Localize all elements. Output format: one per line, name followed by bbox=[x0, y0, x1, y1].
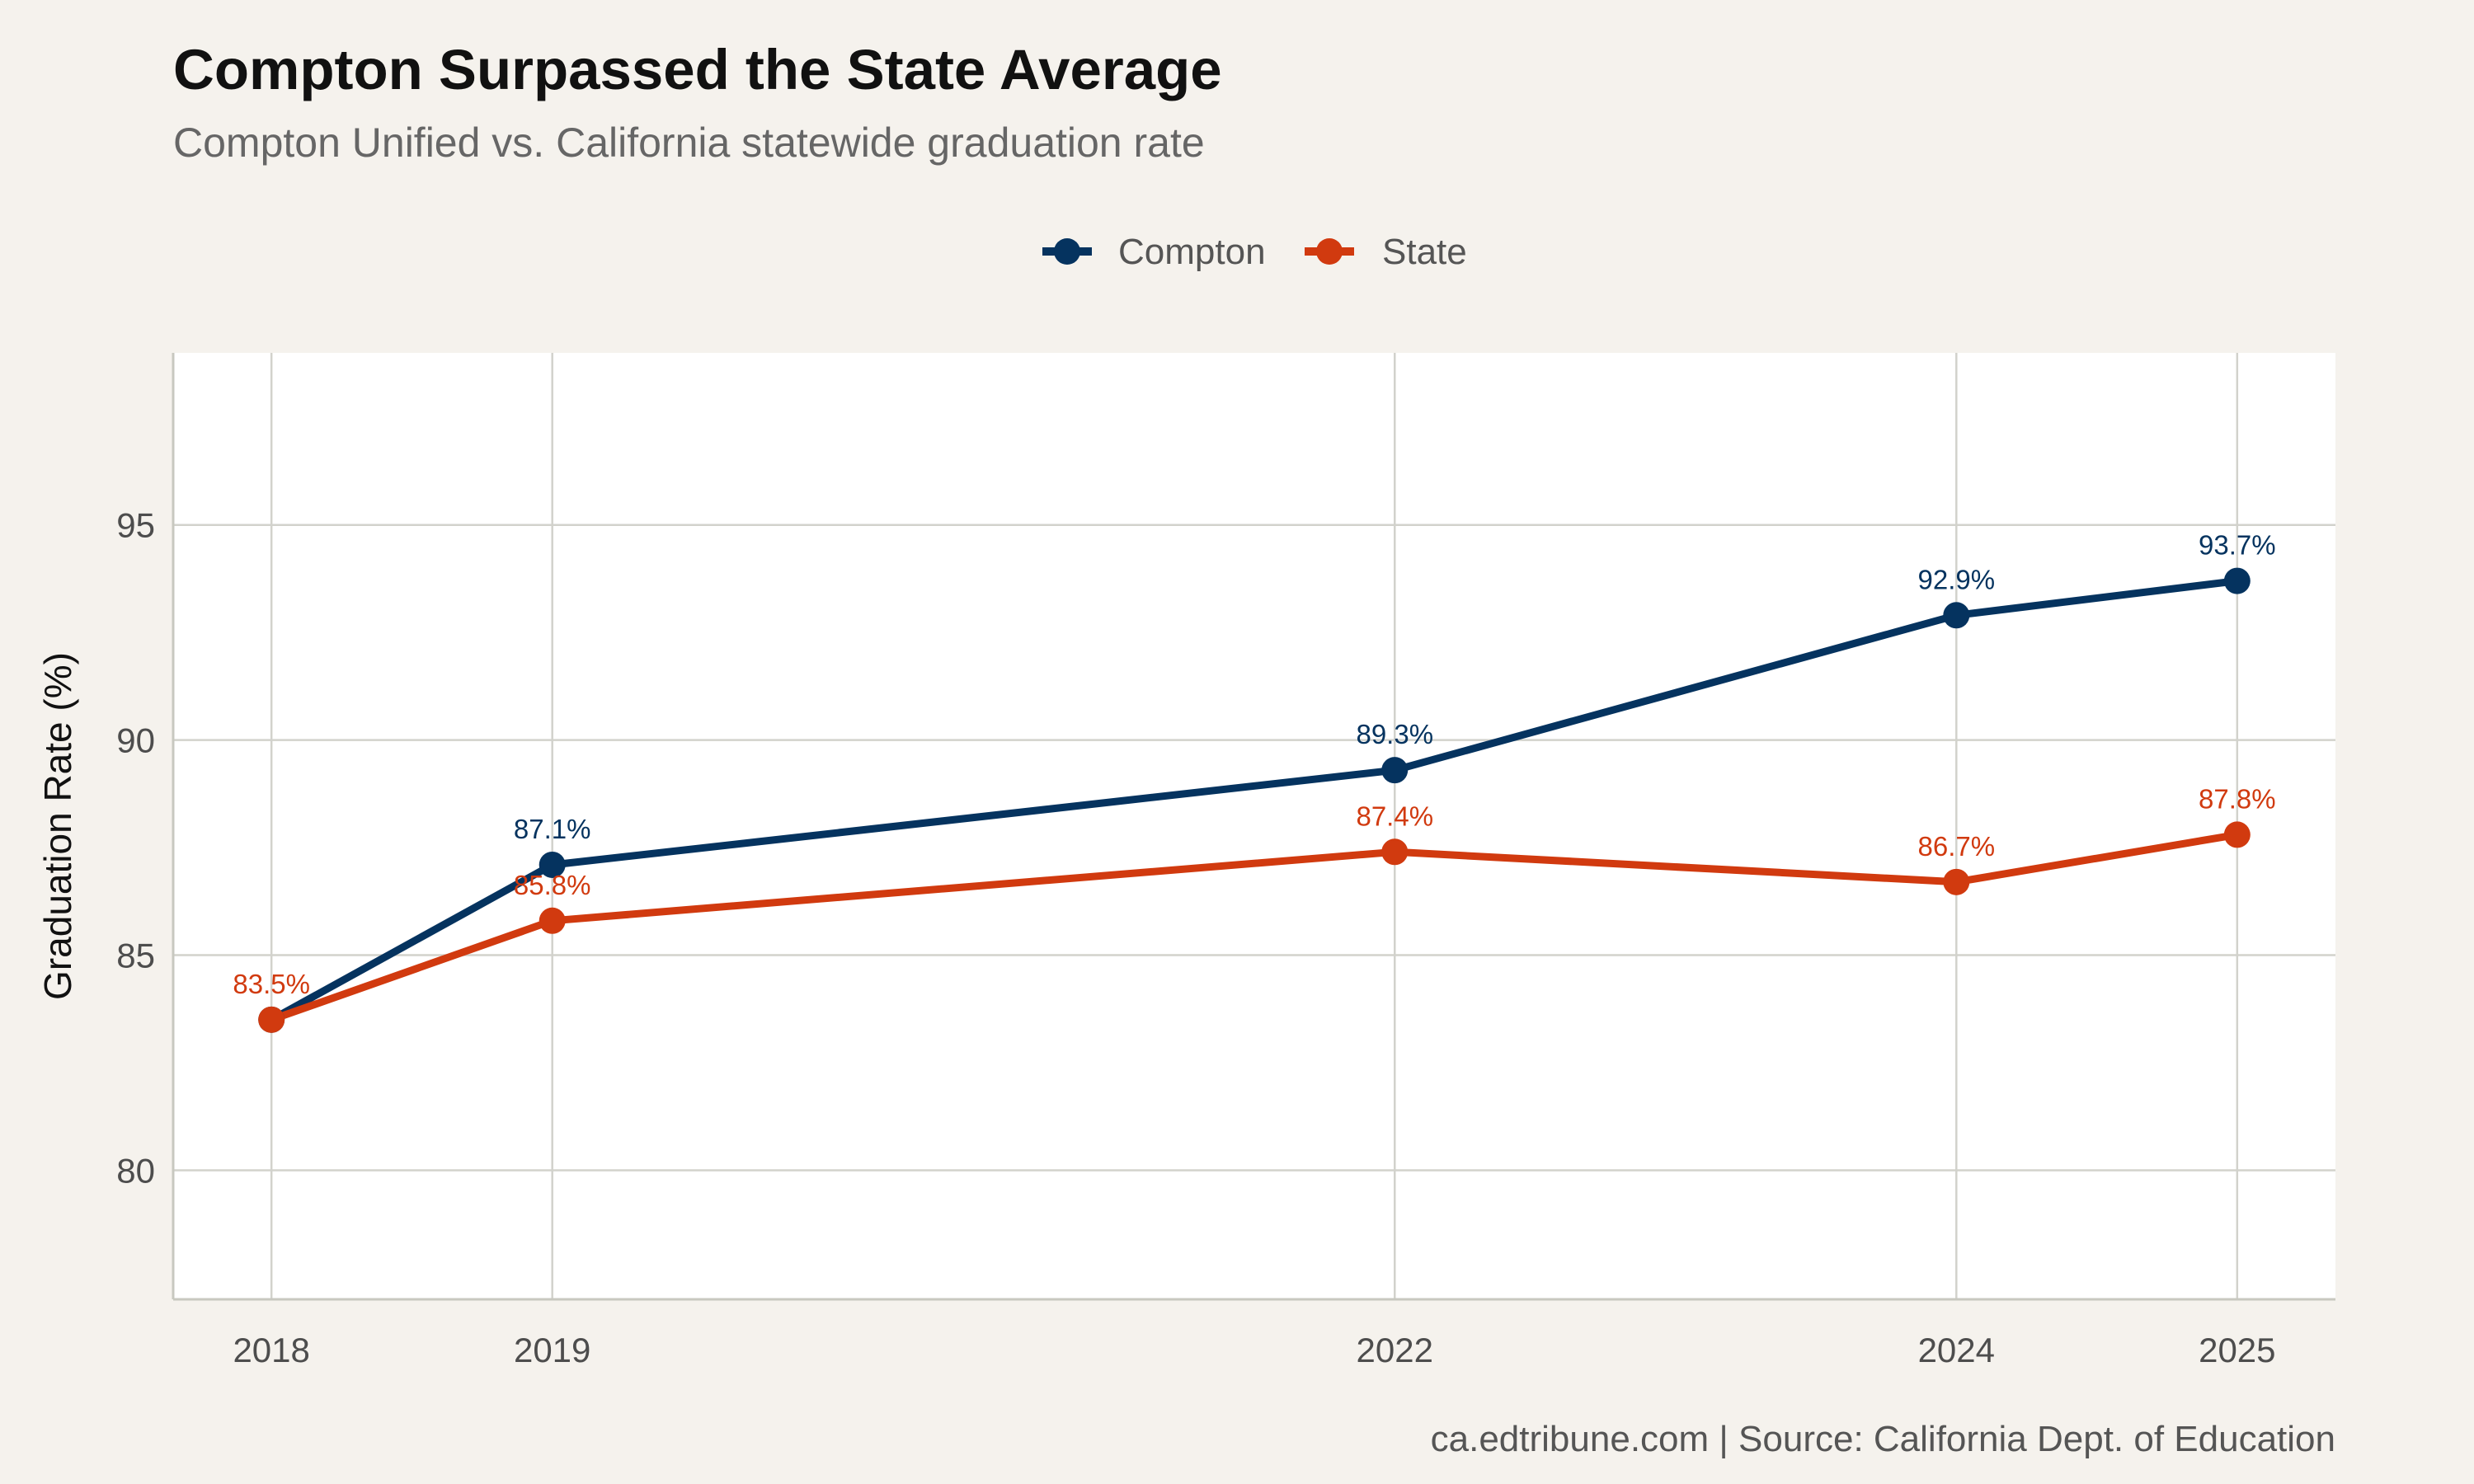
x-tick-label-2022: 2022 bbox=[1357, 1331, 1433, 1369]
y-axis-ticks: 80 85 90 95 bbox=[116, 506, 155, 1190]
y-tick-label-80: 80 bbox=[116, 1151, 155, 1190]
chart-title: Compton Surpassed the State Average bbox=[173, 38, 1222, 101]
data-point-state-2022 bbox=[1381, 838, 1409, 866]
x-tick-label-2025: 2025 bbox=[2199, 1331, 2275, 1369]
chart-subtitle: Compton Unified vs. California statewide… bbox=[173, 120, 1205, 166]
data-point-state-2025 bbox=[2223, 821, 2251, 848]
x-tick-label-2018: 2018 bbox=[233, 1331, 309, 1369]
y-tick-label-85: 85 bbox=[116, 937, 155, 975]
data-point-compton-2024 bbox=[1943, 602, 1970, 629]
x-axis-ticks: 2018 2019 2022 2024 2025 bbox=[233, 1331, 2275, 1369]
y-axis-label: Graduation Rate (%) bbox=[36, 652, 79, 1000]
legend: Compton State bbox=[1042, 232, 1467, 272]
data-label-compton-2022: 89.3% bbox=[1356, 719, 1433, 749]
data-label-state-2022: 87.4% bbox=[1356, 801, 1433, 831]
data-point-compton-2022 bbox=[1381, 757, 1409, 784]
data-label-compton-2025: 93.7% bbox=[2199, 530, 2276, 561]
y-tick-label-90: 90 bbox=[116, 721, 155, 760]
data-point-state-2019 bbox=[539, 907, 566, 934]
y-tick-label-95: 95 bbox=[116, 506, 155, 545]
data-point-state-2024 bbox=[1943, 868, 1970, 895]
chart-caption: ca.edtribune.com | Source: California De… bbox=[1431, 1419, 2335, 1459]
data-point-compton-2025 bbox=[2223, 567, 2251, 594]
legend-label-compton: Compton bbox=[1118, 232, 1266, 272]
data-label-state-2018: 83.5% bbox=[233, 969, 310, 999]
series-points bbox=[258, 567, 2251, 1033]
x-tick-label-2024: 2024 bbox=[1918, 1331, 1995, 1369]
data-label-state-2024: 86.7% bbox=[1918, 831, 1996, 862]
data-label-compton-2019: 87.1% bbox=[514, 814, 591, 844]
legend-label-state: State bbox=[1382, 232, 1467, 272]
x-tick-label-2019: 2019 bbox=[514, 1331, 590, 1369]
plot-panel bbox=[173, 353, 2335, 1299]
legend-key-compton-dot bbox=[1054, 238, 1080, 265]
data-point-compton-2019 bbox=[539, 851, 566, 878]
data-point-state-2018 bbox=[258, 1006, 285, 1033]
legend-key-state-dot bbox=[1316, 238, 1343, 265]
data-label-compton-2024: 92.9% bbox=[1918, 564, 1996, 594]
data-labels: 87.1% 89.3% 92.9% 93.7% 83.5% 85.8% 87.4% 86.7%… bbox=[233, 530, 2275, 999]
data-label-state-2025: 87.8% bbox=[2199, 783, 2276, 814]
data-label-state-2019: 85.8% bbox=[514, 870, 591, 900]
